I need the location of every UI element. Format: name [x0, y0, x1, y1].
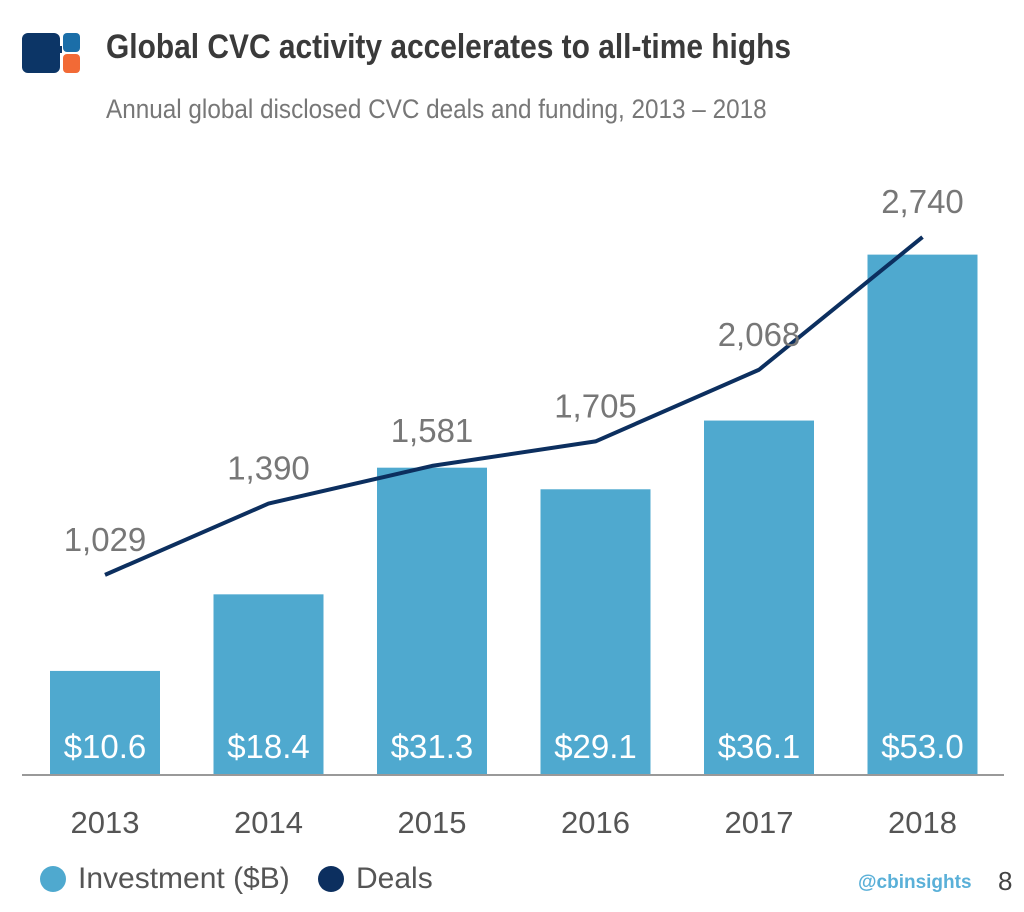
- deals-label-2014: 1,390: [227, 450, 310, 487]
- twitter-handle[interactable]: @cbinsights: [858, 872, 972, 893]
- bar-label-2013: $10.6: [64, 728, 147, 765]
- bar-2014: [213, 594, 324, 775]
- bar-2013: [50, 670, 160, 775]
- chart-subtitle: Annual global disclosed CVC deals and fu…: [106, 94, 767, 124]
- bar-2016: [540, 489, 651, 775]
- legend-label-investment: Investment ($B): [78, 862, 290, 895]
- deals-label-2013: 1,029: [64, 521, 147, 558]
- bar-label-2018: $53.0: [881, 728, 964, 765]
- bar-2015: [377, 467, 487, 775]
- deals-label-2018: 2,740: [881, 183, 964, 220]
- bar-2017: [704, 420, 814, 775]
- deals-line: [104, 235, 924, 577]
- bar-label-2015: $31.3: [391, 728, 474, 765]
- legend-investment: Investment ($B): [40, 862, 290, 896]
- legend-swatch-investment: [40, 866, 66, 892]
- bar-2018: [867, 254, 978, 775]
- page-number: 8: [998, 866, 1013, 896]
- deals-label-2016: 1,705: [554, 387, 637, 424]
- x-tick-label-2018: 2018: [888, 805, 957, 840]
- chart-title: Global CVC activity accelerates to all-t…: [106, 28, 792, 66]
- legend-deals: Deals: [318, 862, 433, 896]
- x-tick-label-2016: 2016: [561, 805, 630, 840]
- x-tick-label-2014: 2014: [234, 805, 303, 840]
- legend-swatch-deals: [318, 866, 344, 892]
- x-tick-label-2017: 2017: [725, 805, 794, 840]
- combo-chart: $10.6 2013 $18.4 2014 $31.3 2015 $29.1 2016 $36.…: [22, 183, 1004, 840]
- x-tick-label-2013: 2013: [71, 805, 140, 840]
- bar-label-2016: $29.1: [554, 728, 637, 765]
- bar-label-2014: $18.4: [227, 728, 310, 765]
- deals-label-2017: 2,068: [718, 316, 801, 353]
- x-tick-label-2015: 2015: [398, 805, 467, 840]
- bar-label-2017: $36.1: [718, 728, 801, 765]
- deals-label-2015: 1,581: [391, 412, 474, 449]
- cb-insights-logo: [22, 33, 80, 73]
- legend-label-deals: Deals: [356, 862, 433, 895]
